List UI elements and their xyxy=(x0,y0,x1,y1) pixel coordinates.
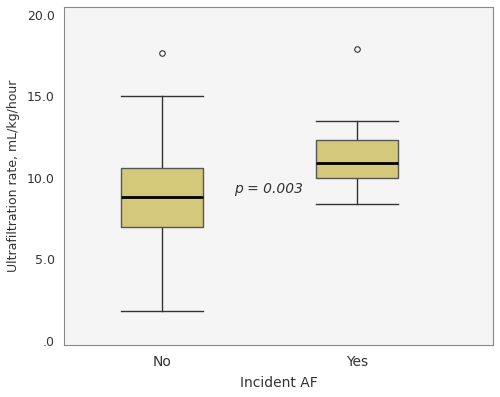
Y-axis label: Ultrafiltration rate, mL/kg/hour: Ultrafiltration rate, mL/kg/hour xyxy=(7,80,20,272)
Text: p = 0.003: p = 0.003 xyxy=(234,182,304,196)
Bar xyxy=(121,168,203,227)
X-axis label: Incident AF: Incident AF xyxy=(240,376,318,390)
Bar xyxy=(316,141,398,178)
